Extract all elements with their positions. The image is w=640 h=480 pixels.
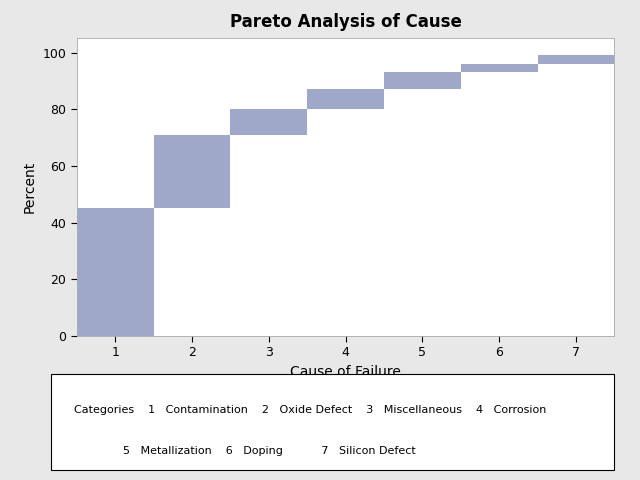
Text: 5   Metallization    6   Doping           7   Silicon Defect: 5 Metallization 6 Doping 7 Silicon Defec… [74,446,415,456]
Bar [230,109,307,135]
Title: Pareto Analysis of Cause: Pareto Analysis of Cause [230,13,461,31]
Text: Categories    1   Contamination    2   Oxide Defect    3   Miscellaneous    4   : Categories 1 Contamination 2 Oxide Defec… [74,405,546,415]
Bar [538,55,614,64]
Bar [154,135,230,208]
FancyBboxPatch shape [51,374,614,470]
Bar [307,89,384,109]
X-axis label: Cause of Failure: Cause of Failure [290,365,401,379]
Bar [461,64,538,72]
Bar [384,72,461,89]
Bar [77,208,154,336]
Y-axis label: Percent: Percent [23,161,37,213]
